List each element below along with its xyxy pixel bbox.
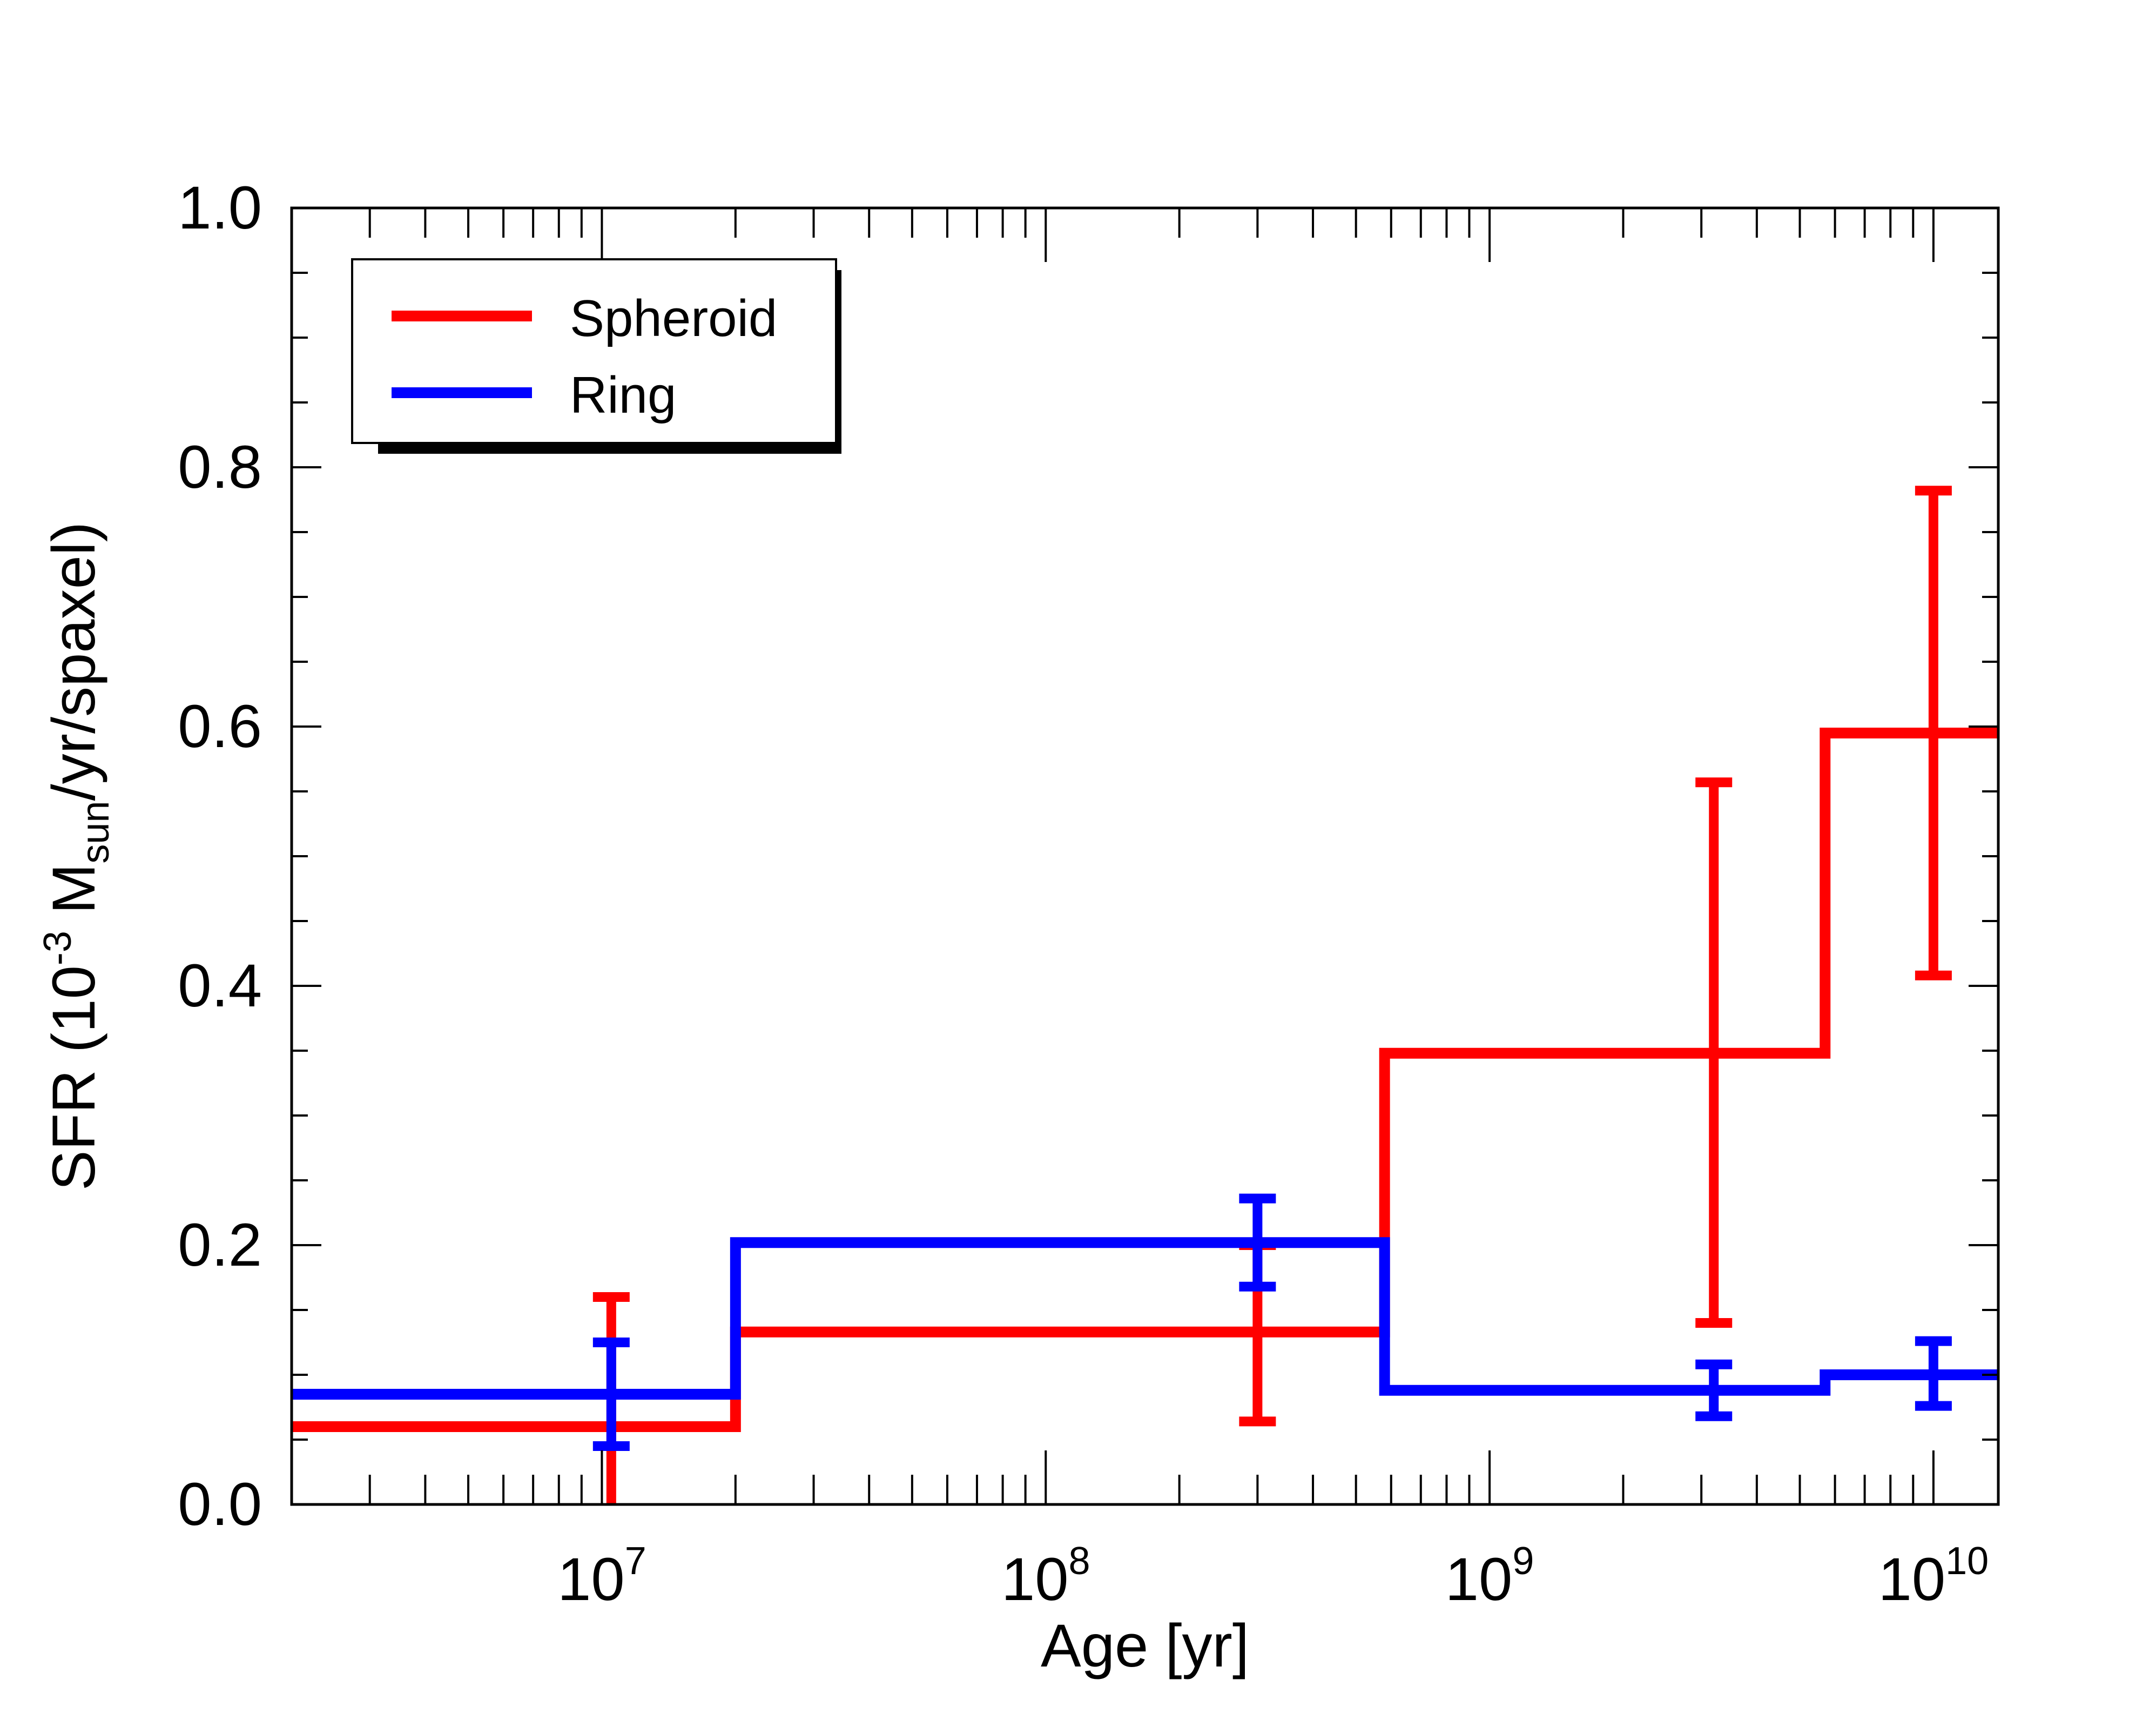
series-layer — [292, 486, 1998, 1504]
x-tick-label-1e9: 109 — [1445, 1540, 1534, 1613]
y-tick-label-0.0: 0.0 — [178, 1470, 262, 1538]
y-axis-label-prefix: SFR (10 — [40, 965, 107, 1191]
legend-label-spheroid: Spheroid — [570, 290, 777, 347]
x-tick-label-1e7: 107 — [557, 1540, 646, 1613]
series-line-ring — [292, 1237, 1998, 1400]
y-axis-label-suffix: /yr/spaxel) — [40, 522, 107, 801]
series-spheroid — [292, 486, 1998, 1504]
legend: Spheroid Ring — [351, 258, 841, 454]
ticks-layer — [291, 207, 1998, 1506]
y-axis-label-exponent: -3 — [36, 931, 79, 965]
y-axis-label: SFR (10-3 Msun/yr/spaxel) — [36, 522, 117, 1191]
y-tick-label-0.4: 0.4 — [178, 952, 262, 1019]
y-tick-label-0.6: 0.6 — [178, 693, 262, 760]
series-line-spheroid — [292, 728, 1998, 1432]
y-tick-label-0.2: 0.2 — [178, 1211, 262, 1279]
y-tick-label-1.0: 1.0 — [178, 174, 262, 241]
x-tick-label-1e10: 1010 — [1878, 1540, 1989, 1613]
x-axis-label: Age [yr] — [1041, 1612, 1249, 1679]
y-axis-label-subscript: sun — [74, 801, 117, 864]
series-ring — [292, 1193, 1998, 1451]
y-axis-label-mid: M — [40, 864, 107, 931]
legend-box — [351, 258, 837, 444]
x-tick-label-1e8: 108 — [1001, 1540, 1090, 1613]
legend-label-ring: Ring — [570, 366, 676, 424]
plot-frame — [290, 206, 2000, 1506]
tick-labels-layer: 0.0 0.2 0.4 0.6 0.8 1.0 107 108 109 1010 — [178, 174, 1989, 1613]
y-tick-label-0.8: 0.8 — [178, 433, 262, 501]
